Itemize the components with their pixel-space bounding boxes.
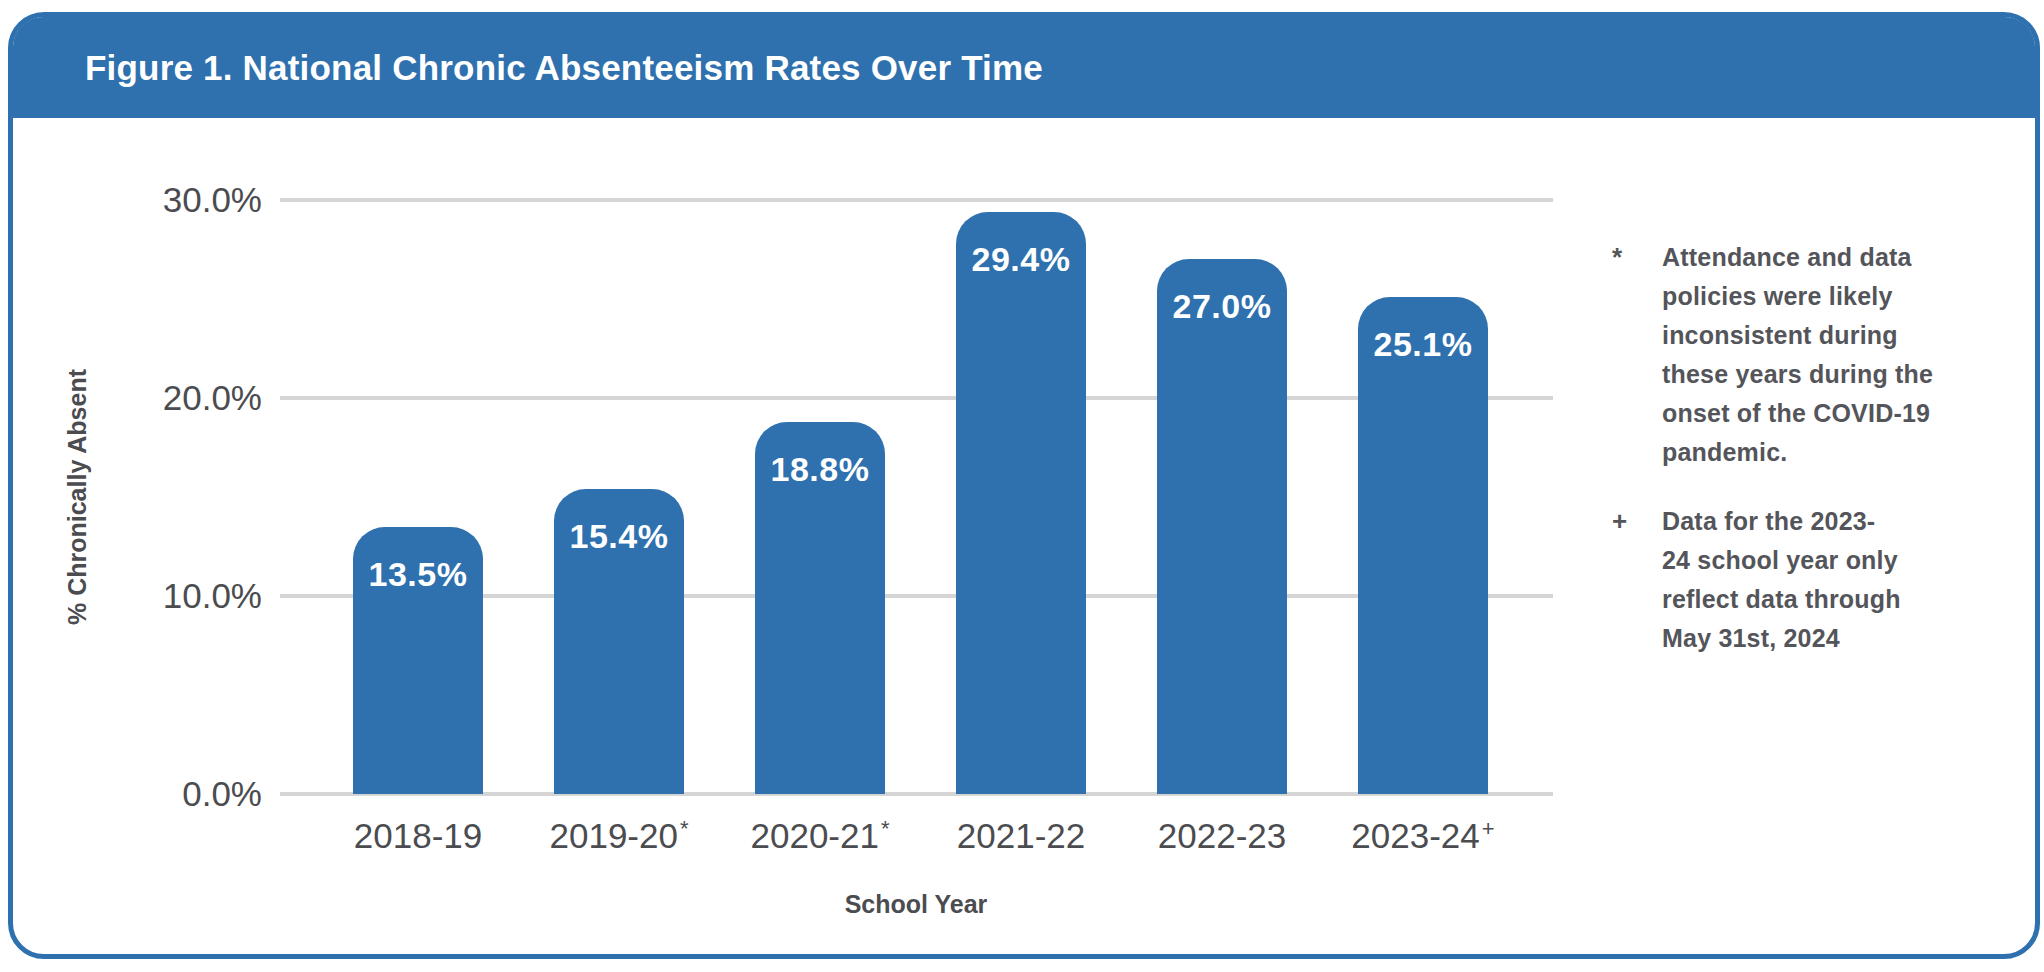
footnote-text: Data for the 2023- 24 school year only r…: [1662, 502, 1984, 658]
footnote-plus: + Data for the 2023- 24 school year only…: [1612, 502, 1984, 658]
bar-2021-22: 29.4%: [956, 212, 1086, 794]
footnote-marker: +: [1612, 502, 1662, 541]
footnote-text: Attendance and data policies were likely…: [1662, 238, 1984, 472]
y-tick-label: 20.0%: [80, 372, 262, 424]
bar-value-label: 29.4%: [956, 212, 1086, 279]
bar-value-label: 15.4%: [554, 489, 684, 556]
y-tick-label: 30.0%: [80, 174, 262, 226]
x-axis-title: School Year: [766, 890, 1066, 919]
footnote-asterisk: * Attendance and data policies were like…: [1612, 238, 1984, 472]
x-tick-suffix: *: [680, 816, 689, 841]
footnotes: * Attendance and data policies were like…: [1612, 238, 1984, 658]
bar-2019-20: 15.4%: [554, 489, 684, 794]
x-tick-suffix: *: [881, 816, 890, 841]
bar-value-label: 13.5%: [353, 527, 483, 594]
x-tick-suffix: +: [1482, 816, 1495, 841]
bar-2022-23: 27.0%: [1157, 259, 1287, 794]
bar-value-label: 27.0%: [1157, 259, 1287, 326]
gridline: [280, 198, 1553, 202]
bar-value-label: 18.8%: [755, 422, 885, 489]
chart: 13.5%15.4%18.8%29.4%27.0%25.1% % Chronic…: [0, 0, 2044, 972]
plot-area: 13.5% 15.4% 18.8% 29.4% 27.0% 25.1%: [280, 200, 1553, 794]
bar-value-label: 25.1%: [1358, 297, 1488, 364]
bar-2018-19: 13.5%: [353, 527, 483, 794]
bar-2020-21: 18.8%: [755, 422, 885, 794]
y-tick-label: 10.0%: [80, 570, 262, 622]
footnote-marker: *: [1612, 238, 1662, 277]
y-tick-label: 0.0%: [80, 768, 262, 820]
x-tick-label: 2023-24+: [1303, 816, 1543, 856]
bar-2023-24: 25.1%: [1358, 297, 1488, 794]
